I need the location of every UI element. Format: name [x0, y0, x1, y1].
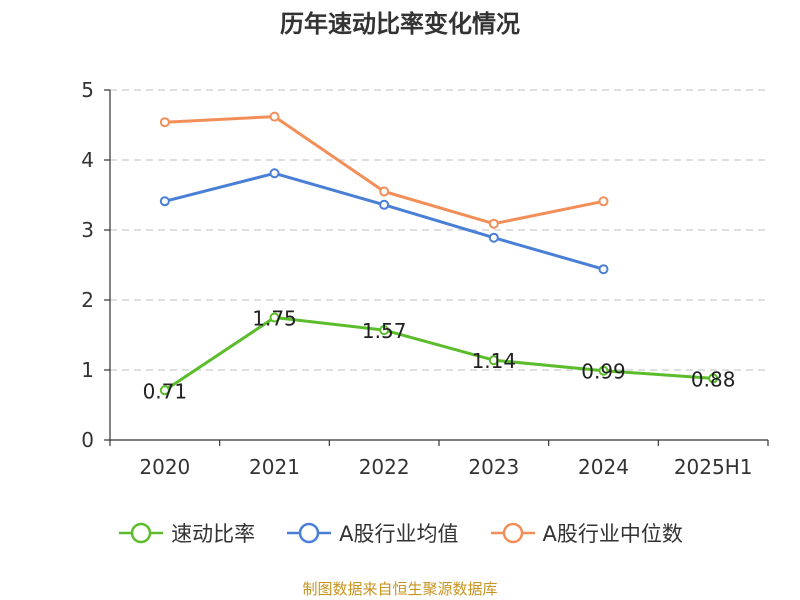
legend: 速动比率 A股行业均值 A股行业中位数 [0, 518, 800, 548]
data-point [379, 325, 390, 336]
y-tick-label: 5 [81, 78, 94, 102]
data-point [379, 186, 390, 197]
data-point [488, 232, 499, 243]
x-tick-label: 2020 [139, 455, 190, 479]
data-point [269, 312, 280, 323]
data-point [269, 111, 280, 122]
y-tick-label: 1 [81, 358, 94, 382]
data-label: 1.14 [472, 349, 517, 373]
legend-label-industry-median: A股行业中位数 [542, 522, 683, 546]
legend-marker-industry-mean-icon [287, 522, 332, 544]
legend-marker-industry-median-icon [490, 522, 535, 544]
data-label: 0.88 [691, 367, 736, 391]
x-tick-label: 2025H1 [674, 455, 753, 479]
data-label: 1.75 [252, 307, 297, 331]
data-point [598, 365, 609, 376]
data-point [598, 196, 609, 207]
x-tick-label: 2021 [249, 455, 300, 479]
legend-item-quick-ratio[interactable]: 速动比率 [117, 518, 255, 548]
source-note: 制图数据来自恒生聚源数据库 [302, 580, 498, 598]
legend-item-industry-mean[interactable]: A股行业均值 [285, 518, 459, 548]
data-point [269, 168, 280, 179]
legend-marker-quick-ratio-icon [119, 522, 164, 544]
y-tick-label: 0 [81, 428, 94, 452]
legend-item-industry-median[interactable]: A股行业中位数 [489, 518, 683, 548]
x-tick-label: 2023 [468, 455, 519, 479]
series-line [164, 316, 714, 392]
data-point [598, 264, 609, 275]
data-point [159, 196, 170, 207]
data-label: 0.99 [581, 360, 626, 384]
chart-title: 历年速动比率变化情况 [280, 10, 520, 38]
data-point [708, 373, 719, 384]
data-point [488, 218, 499, 229]
y-tick-label: 2 [81, 288, 94, 312]
y-tick-label: 4 [81, 148, 94, 172]
legend-label-industry-mean: A股行业均值 [339, 522, 459, 546]
data-label: 1.57 [362, 319, 407, 343]
x-tick-label: 2024 [578, 455, 629, 479]
data-point [379, 199, 390, 210]
legend-label-quick-ratio: 速动比率 [171, 522, 256, 546]
x-tick-label: 2022 [359, 455, 410, 479]
data-point [159, 385, 170, 396]
data-point [488, 355, 499, 366]
y-tick-label: 3 [81, 218, 94, 242]
data-label: 0.71 [143, 379, 188, 403]
data-point [159, 117, 170, 128]
